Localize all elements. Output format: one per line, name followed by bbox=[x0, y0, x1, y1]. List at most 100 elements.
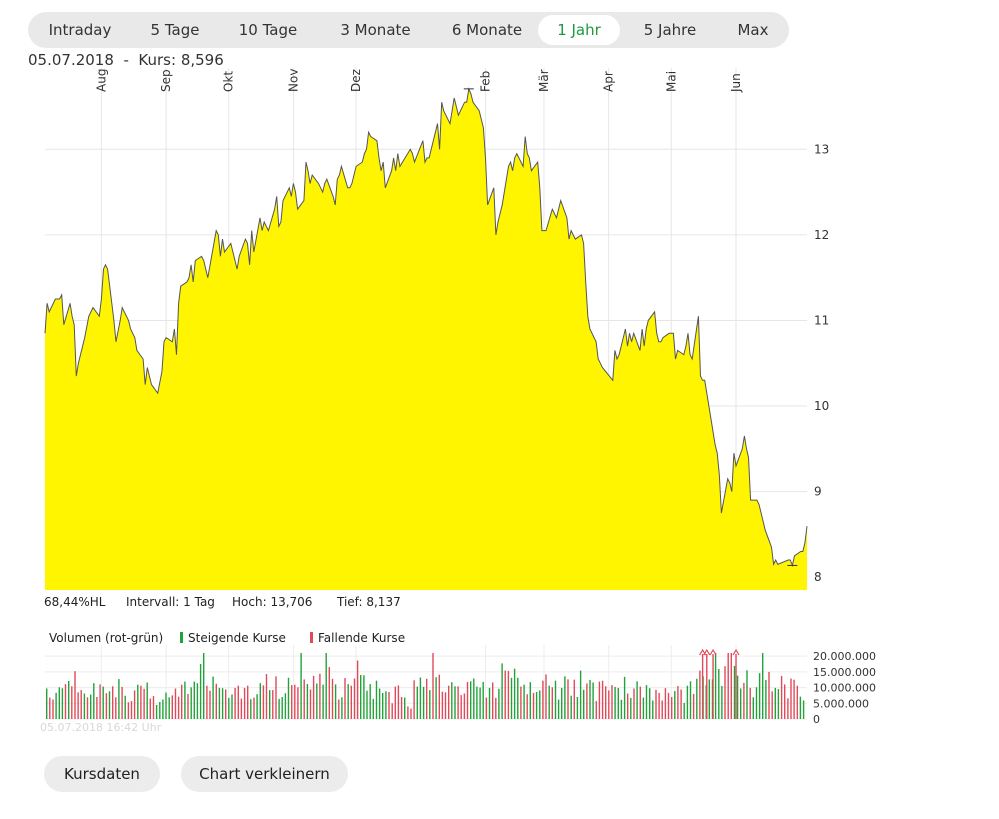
volume-bar bbox=[96, 697, 98, 719]
volume-bar bbox=[523, 684, 525, 719]
volume-tick-label: 10.000.000 bbox=[813, 682, 876, 695]
volume-bar bbox=[385, 691, 387, 719]
volume-bar bbox=[413, 680, 415, 719]
falling-legend-label: Fallende Kurse bbox=[318, 631, 406, 645]
kursdaten-button[interactable]: Kursdaten bbox=[44, 756, 160, 792]
volume-bar bbox=[331, 678, 334, 719]
overflow-arrow-icon bbox=[732, 648, 740, 656]
price-readout: 05.07.2018 - Kurs: 8,596 bbox=[28, 51, 224, 69]
stat-low-label: Tief: bbox=[337, 595, 363, 609]
volume-bar bbox=[303, 679, 305, 719]
chart-shrink-button[interactable]: Chart verkleinern bbox=[181, 756, 348, 792]
volume-bar bbox=[77, 692, 79, 719]
volume-bar bbox=[171, 695, 173, 719]
volume-bar bbox=[520, 686, 522, 719]
volume-bar bbox=[542, 680, 544, 719]
volume-bar bbox=[689, 681, 692, 719]
tab-10-tage[interactable]: 10 Tage bbox=[238, 21, 298, 39]
volume-bar bbox=[692, 693, 695, 719]
volume-bar bbox=[52, 699, 54, 719]
volume-bar bbox=[190, 687, 192, 719]
volume-bar bbox=[595, 701, 597, 719]
volume-bar bbox=[149, 698, 151, 719]
volume-bar bbox=[548, 685, 550, 719]
volume-bar bbox=[115, 697, 117, 719]
tab-intraday[interactable]: Intraday bbox=[48, 21, 112, 39]
volume-bar bbox=[517, 677, 519, 719]
volume-bar bbox=[127, 702, 130, 719]
volume-bar bbox=[231, 694, 233, 719]
overflow-arrow-icon bbox=[709, 648, 717, 656]
price-line bbox=[44, 87, 808, 568]
volume-bar bbox=[356, 660, 359, 719]
volume-bar bbox=[124, 695, 126, 719]
volume-bar bbox=[674, 691, 676, 719]
volume-bar bbox=[269, 690, 271, 719]
volume-bar bbox=[272, 690, 274, 719]
volume-bar bbox=[407, 706, 409, 719]
volume-bar bbox=[259, 683, 261, 719]
tab-6-monate[interactable]: 6 Monate bbox=[451, 21, 523, 39]
volume-bar bbox=[152, 696, 155, 719]
price-tick-label: 11 bbox=[814, 313, 829, 327]
stat-high-label: Hoch: bbox=[232, 595, 267, 609]
volume-tick-label: 5.000.000 bbox=[813, 697, 869, 710]
volume-bar bbox=[369, 684, 371, 719]
volume-bar bbox=[627, 693, 629, 719]
volume-bar bbox=[736, 675, 739, 719]
tab-5-jahre[interactable]: 5 Jahre bbox=[643, 21, 697, 39]
tab-5-tage[interactable]: 5 Tage bbox=[150, 21, 200, 39]
overflow-arrow-icon bbox=[703, 648, 711, 656]
volume-bar bbox=[507, 670, 510, 719]
volume-bar bbox=[649, 688, 651, 719]
rising-legend-swatch bbox=[180, 632, 183, 643]
price-area bbox=[45, 88, 807, 591]
volume-bar bbox=[165, 692, 167, 719]
volume-bar bbox=[275, 676, 277, 719]
volume-bar bbox=[322, 684, 324, 719]
volume-bar bbox=[567, 679, 569, 719]
volume-bar bbox=[714, 653, 717, 719]
volume-legend-title: Volumen (rot-grün) bbox=[49, 631, 164, 645]
price-tick-label: 10 bbox=[814, 399, 829, 413]
volume-bar bbox=[529, 682, 531, 719]
volume-bar bbox=[391, 703, 393, 719]
volume-bar bbox=[397, 685, 400, 719]
price-tick-label: 8 bbox=[814, 570, 822, 584]
volume-bar bbox=[184, 681, 186, 719]
tab-1-jahr[interactable]: 1 Jahr bbox=[538, 15, 620, 45]
volume-bar bbox=[444, 692, 447, 719]
volume-bar bbox=[586, 683, 588, 719]
volume-bar bbox=[143, 688, 145, 719]
volume-bar bbox=[325, 653, 327, 719]
falling-legend-swatch bbox=[310, 632, 313, 643]
volume-bar bbox=[309, 689, 312, 719]
volume-bar bbox=[344, 678, 346, 719]
volume-bar bbox=[146, 682, 148, 719]
volume-bar bbox=[488, 687, 491, 719]
volume-bar bbox=[570, 695, 572, 719]
volume-bar bbox=[777, 689, 780, 719]
volume-grid bbox=[45, 645, 807, 720]
volume-bar bbox=[790, 678, 792, 719]
tab-max[interactable]: Max bbox=[737, 21, 769, 39]
volume-bar bbox=[495, 697, 497, 719]
tab-3-monate[interactable]: 3 Monate bbox=[340, 21, 411, 39]
volume-bar bbox=[746, 670, 748, 719]
volume-bar bbox=[535, 692, 538, 719]
volume-bar bbox=[71, 686, 73, 719]
volume-bar bbox=[306, 684, 309, 719]
volume-bar bbox=[199, 664, 202, 719]
volume-bar bbox=[802, 700, 805, 719]
volume-bar bbox=[372, 698, 374, 719]
volume-bar bbox=[112, 686, 114, 719]
month-tick-label: Nov bbox=[286, 69, 300, 92]
volume-bar bbox=[551, 687, 553, 719]
volume-bar bbox=[74, 671, 76, 719]
volume-axis: 20.000.000 15.000.000 10.000.000 5.000.000 0 bbox=[813, 650, 876, 726]
volume-bar bbox=[243, 687, 246, 719]
volume-bar bbox=[64, 684, 67, 719]
volume-bar bbox=[671, 697, 673, 719]
volume-bar bbox=[758, 673, 761, 719]
